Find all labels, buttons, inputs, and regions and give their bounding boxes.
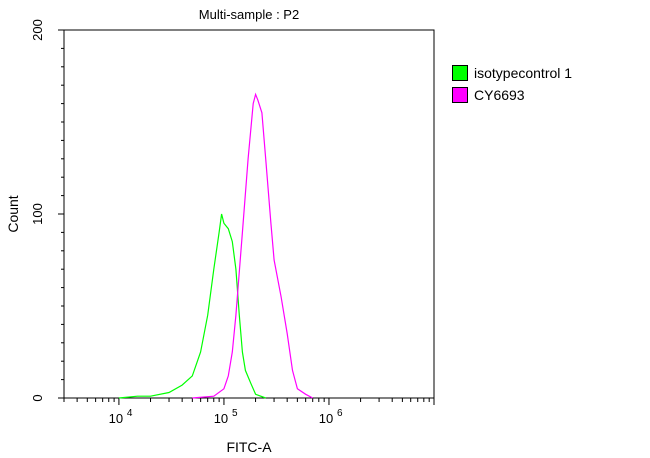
legend-item-sample: CY6693 xyxy=(452,84,572,106)
x-tick-exponent: 4 xyxy=(127,408,133,419)
chart-title: Multi-sample : P2 xyxy=(199,7,299,22)
y-tick-label: 0 xyxy=(30,394,45,401)
x-axis-title: FITC-A xyxy=(226,439,272,455)
plot-frame xyxy=(63,29,435,399)
legend-label: CY6693 xyxy=(474,87,525,103)
x-tick-exponent: 6 xyxy=(337,408,343,419)
legend-swatch xyxy=(452,87,468,103)
legend-label: isotypecontrol 1 xyxy=(474,65,573,81)
x-tick-label: 10 xyxy=(109,411,123,426)
legend-swatch xyxy=(452,65,468,81)
legend: isotypecontrol 1 CY6693 xyxy=(452,62,572,106)
x-tick-exponent: 5 xyxy=(232,408,238,419)
y-tick-label: 100 xyxy=(30,203,45,225)
x-axis: 10 4 10 5 10 6 xyxy=(63,398,435,426)
series-line-0 xyxy=(118,213,266,399)
x-tick-label: 10 xyxy=(214,411,228,426)
series-line-1 xyxy=(192,92,313,399)
y-axis: 0 100 200 xyxy=(30,19,64,402)
y-axis-title: Count xyxy=(5,195,21,232)
legend-item-isotype: isotypecontrol 1 xyxy=(452,62,572,84)
y-tick-label: 200 xyxy=(30,19,45,41)
x-tick-label: 10 xyxy=(319,411,333,426)
plot-series xyxy=(118,92,313,399)
